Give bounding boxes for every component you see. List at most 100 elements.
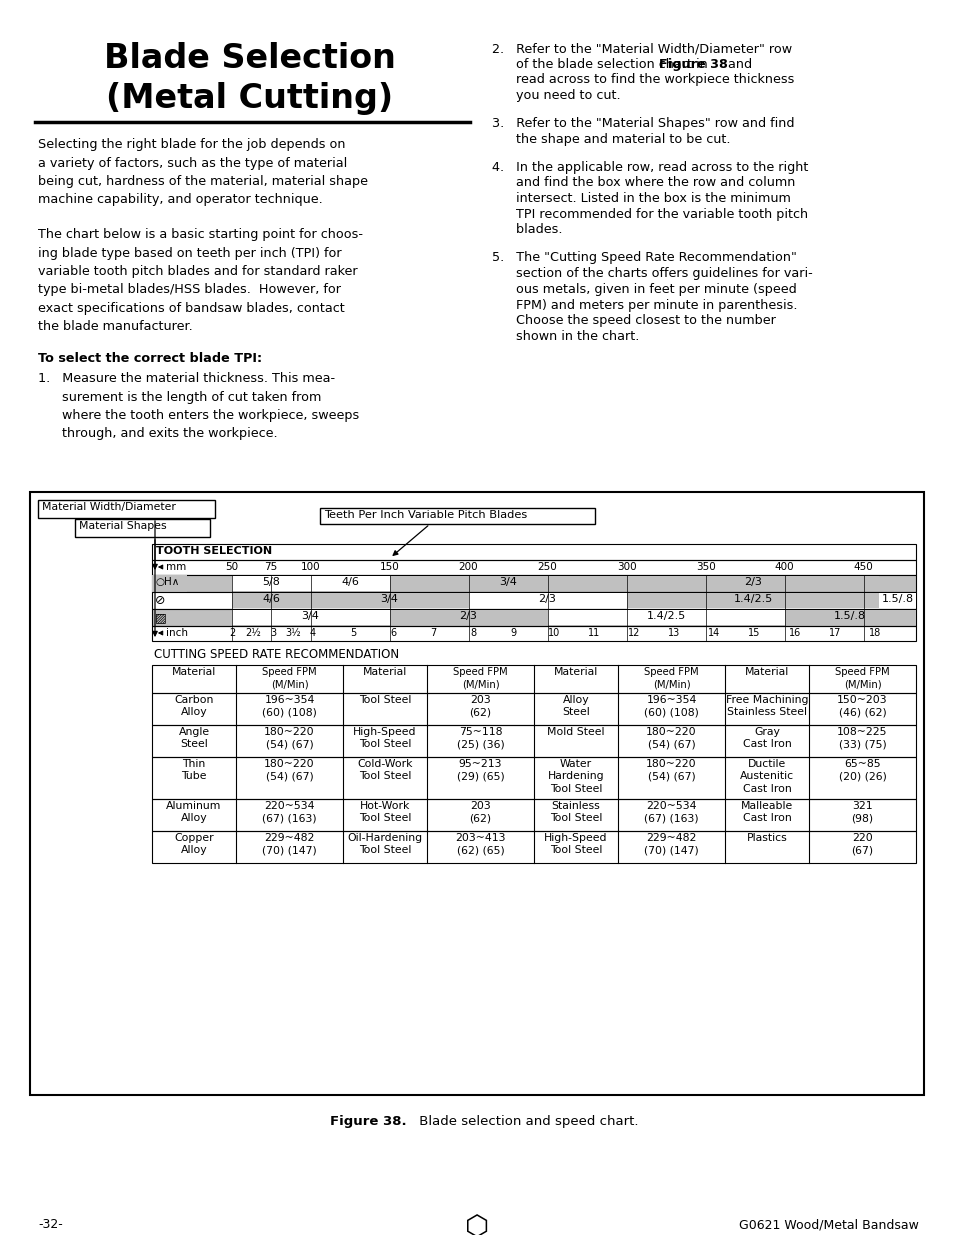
Text: 8: 8 [470,629,476,638]
Bar [152,609,915,626]
Text: 16: 16 [788,629,800,638]
Text: To select the correct blade TPI:: To select the correct blade TPI: [38,352,262,366]
Text: G0621 Wood/Metal Bandsaw: G0621 Wood/Metal Bandsaw [739,1218,918,1231]
Text: Copper
Alloy: Copper Alloy [174,832,213,856]
Bar [626,593,879,608]
Text: 2/3: 2/3 [459,611,476,621]
Text: 3/4: 3/4 [380,594,398,604]
Text: 50: 50 [225,562,238,572]
Text: 229~482
(70) (147): 229~482 (70) (147) [262,832,316,856]
Bar [152,592,915,609]
Text: 7: 7 [430,629,436,638]
Text: 4: 4 [310,629,315,638]
Text: mm: mm [166,562,186,572]
Text: 11: 11 [587,629,599,638]
Text: Free Machining
Stainless Steel: Free Machining Stainless Steel [725,695,807,718]
Text: ▨: ▨ [154,611,167,624]
Text: Material: Material [362,667,407,677]
Text: and: and [723,58,751,70]
Text: 200: 200 [458,562,477,572]
Text: Tool Steel: Tool Steel [358,695,411,705]
Text: The chart below is a basic starting point for choos-
ing blade type based on tee: The chart below is a basic starting poin… [38,228,363,333]
Text: (Metal Cutting): (Metal Cutting) [107,82,394,115]
Text: 6: 6 [390,629,395,638]
Text: Choose the speed closest to the number: Choose the speed closest to the number [492,314,775,327]
Text: Angle
Steel: Angle Steel [178,727,210,750]
Text: High-Speed
Tool Steel: High-Speed Tool Steel [353,727,416,750]
Bar [389,610,547,625]
Text: you need to cut.: you need to cut. [492,89,620,103]
Text: ⊘: ⊘ [154,594,165,606]
Text: of the blade selection chart in: of the blade selection chart in [492,58,711,70]
Bar [319,508,595,524]
Bar [152,543,915,559]
Text: 220
(67): 220 (67) [851,832,873,856]
Text: Material Width/Diameter: Material Width/Diameter [42,501,175,513]
Text: 15: 15 [747,629,760,638]
Text: Hot-Work
Tool Steel: Hot-Work Tool Steel [358,802,411,824]
Text: 14: 14 [707,629,720,638]
Text: Speed FPM
(M/Min): Speed FPM (M/Min) [834,667,889,689]
Text: 203
(62): 203 (62) [469,695,491,718]
Bar [152,831,915,863]
Bar [232,593,310,608]
Text: 2/3: 2/3 [743,577,761,587]
Text: 400: 400 [774,562,794,572]
Text: Speed FPM
(M/Min): Speed FPM (M/Min) [262,667,316,689]
Bar [879,593,915,608]
Bar [152,576,187,592]
Text: 3/4: 3/4 [301,611,319,621]
Text: Material: Material [744,667,788,677]
Text: read across to find the workpiece thickness: read across to find the workpiece thickn… [492,73,794,86]
Text: ous metals, given in feet per minute (speed: ous metals, given in feet per minute (sp… [492,283,796,296]
Text: 1.4/2.5: 1.4/2.5 [646,611,685,621]
Text: 108~225
(33) (75): 108~225 (33) (75) [837,727,887,750]
Bar [75,519,210,537]
Text: Carbon
Alloy: Carbon Alloy [174,695,213,718]
Bar [152,576,915,592]
Text: 5/8: 5/8 [262,577,279,587]
Text: shown in the chart.: shown in the chart. [492,330,639,343]
Text: TPI recommended for the variable tooth pitch: TPI recommended for the variable tooth p… [492,207,807,221]
Text: Speed FPM
(M/Min): Speed FPM (M/Min) [453,667,507,689]
Text: 3/4: 3/4 [498,577,517,587]
Text: 95~213
(29) (65): 95~213 (29) (65) [456,760,504,782]
Text: 1.   Measure the material thickness. This mea-
      surement is the length of c: 1. Measure the material thickness. This … [38,372,359,441]
Text: 1.5/.8: 1.5/.8 [833,611,865,621]
Bar [152,559,915,576]
Text: Gray
Cast Iron: Gray Cast Iron [741,727,791,750]
Bar [626,576,879,592]
Text: FPM) and meters per minute in parenthesis.: FPM) and meters per minute in parenthesi… [492,299,797,311]
Text: 3: 3 [270,629,275,638]
Bar [310,593,468,608]
Bar [232,576,310,592]
Text: 17: 17 [828,629,841,638]
Bar [152,799,915,831]
Text: 13: 13 [667,629,679,638]
Text: 65~85
(20) (26): 65~85 (20) (26) [838,760,885,782]
Text: Material Shapes: Material Shapes [79,521,167,531]
Text: 75~118
(25) (36): 75~118 (25) (36) [456,727,504,750]
Text: ⬡: ⬡ [464,1213,489,1235]
Text: Ductile
Austenitic
Cast Iron: Ductile Austenitic Cast Iron [740,760,793,794]
Text: Plastics: Plastics [746,832,786,844]
Text: Alloy
Steel: Alloy Steel [561,695,589,718]
Text: 9: 9 [510,629,517,638]
Text: 1.4/2.5: 1.4/2.5 [733,594,772,604]
Text: 196~354
(60) (108): 196~354 (60) (108) [262,695,316,718]
Bar [30,492,923,1095]
Text: the shape and material to be cut.: the shape and material to be cut. [492,132,730,146]
Text: 3.   Refer to the "Material Shapes" row and find: 3. Refer to the "Material Shapes" row an… [492,117,794,130]
Text: 1.5/.8: 1.5/.8 [881,594,913,604]
Bar [152,693,915,725]
Text: Stainless
Tool Steel: Stainless Tool Steel [549,802,601,824]
Bar [38,500,214,517]
Text: 5.   The "Cutting Speed Rate Recommendation": 5. The "Cutting Speed Rate Recommendatio… [492,252,796,264]
Bar [232,610,389,625]
Text: 300: 300 [616,562,636,572]
Text: 180~220
(54) (67): 180~220 (54) (67) [264,727,314,750]
Text: blades.: blades. [492,224,562,236]
Text: Oil-Hardening
Tool Steel: Oil-Hardening Tool Steel [347,832,422,856]
Text: section of the charts offers guidelines for vari-: section of the charts offers guidelines … [492,267,812,280]
Text: 220~534
(67) (163): 220~534 (67) (163) [643,802,699,824]
